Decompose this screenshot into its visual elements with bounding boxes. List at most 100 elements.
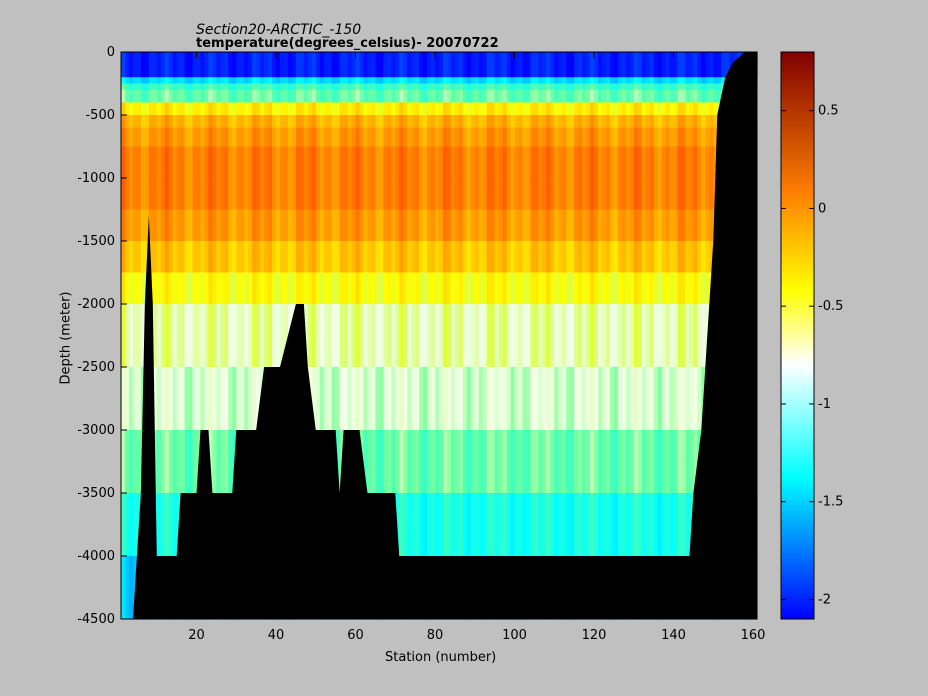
heatmap-cell	[542, 146, 547, 179]
heatmap-cell	[625, 241, 631, 274]
heatmap-cell	[216, 52, 221, 66]
heatmap-cell	[307, 89, 313, 103]
heatmap-cell	[458, 146, 464, 179]
x-axis-label: Station (number)	[385, 650, 497, 665]
heatmap-cell	[121, 127, 126, 148]
heatmap-cell	[697, 102, 702, 116]
heatmap-cell	[649, 272, 655, 305]
heatmap-cell	[212, 64, 217, 78]
chart-title: Section20-ARCTIC_-150	[196, 22, 362, 38]
heatmap-cell	[427, 52, 432, 66]
heatmap-cell	[280, 77, 285, 85]
heatmap-cell	[192, 146, 198, 179]
heatmap-cell	[542, 304, 547, 368]
heatmap-cell	[415, 367, 420, 431]
heatmap-cell	[439, 52, 444, 66]
heatmap-cell	[132, 272, 138, 305]
heatmap-cell	[423, 52, 428, 66]
heatmap-cell	[248, 83, 253, 91]
heatmap-cell	[315, 89, 321, 103]
heatmap-cell	[721, 77, 726, 85]
heatmap-cell	[582, 272, 587, 305]
heatmap-cell	[506, 304, 512, 368]
heatmap-cell	[411, 89, 416, 103]
heatmap-cell	[502, 83, 508, 91]
heatmap-cell	[280, 102, 285, 116]
heatmap-cell	[327, 272, 333, 305]
heatmap-cell	[164, 146, 170, 179]
heatmap-cell	[172, 127, 178, 148]
heatmap-cell	[574, 241, 579, 274]
heatmap-cell	[478, 272, 484, 305]
heatmap-cell	[200, 102, 206, 116]
heatmap-cell	[534, 102, 539, 116]
heatmap-cell	[232, 146, 237, 179]
chart-subtitle: temperature(degrees_celsius)- 20070722	[196, 36, 499, 51]
heatmap-cell	[526, 102, 532, 116]
heatmap-cell	[578, 102, 583, 116]
heatmap-cell	[657, 367, 663, 431]
heatmap-cell	[371, 52, 376, 66]
heatmap-cell	[347, 52, 353, 66]
heatmap-cell	[208, 64, 214, 78]
heatmap-cell	[343, 115, 349, 129]
heatmap-cell	[295, 102, 301, 116]
heatmap-cell	[327, 304, 333, 368]
heatmap-cell	[677, 127, 683, 148]
heatmap-cell	[407, 64, 412, 78]
heatmap-cell	[379, 209, 384, 242]
heatmap-cell	[522, 115, 528, 129]
heatmap-cell	[637, 493, 643, 557]
heatmap-cell	[291, 64, 297, 78]
heatmap-cell	[494, 241, 500, 274]
heatmap-cell	[701, 77, 706, 85]
heatmap-cell	[124, 115, 130, 129]
heatmap-cell	[268, 209, 273, 242]
heatmap-cell	[176, 83, 182, 91]
colorbar-tick-label: 0	[818, 201, 826, 216]
heatmap-cell	[538, 89, 543, 103]
heatmap-cell	[637, 83, 643, 91]
heatmap-cell	[522, 102, 528, 116]
heatmap-cell	[661, 127, 667, 148]
heatmap-cell	[625, 127, 631, 148]
heatmap-cell	[558, 83, 563, 91]
heatmap-cell	[613, 367, 619, 431]
heatmap-cell	[685, 102, 691, 116]
heatmap-cell	[558, 64, 563, 78]
heatmap-cell	[375, 367, 380, 431]
heatmap-cell	[339, 115, 345, 129]
heatmap-cell	[566, 241, 571, 274]
heatmap-cell	[486, 127, 492, 148]
heatmap-cell	[625, 272, 631, 305]
heatmap-cell	[232, 272, 237, 305]
heatmap-cell	[244, 178, 249, 211]
heatmap-cell	[208, 272, 214, 305]
heatmap-cell	[697, 209, 702, 242]
heatmap-cell	[502, 178, 508, 211]
heatmap-cell	[673, 64, 679, 78]
heatmap-cell	[264, 102, 269, 116]
heatmap-cell	[450, 272, 456, 305]
heatmap-cell	[276, 272, 281, 305]
heatmap-cell	[180, 89, 186, 103]
heatmap-cell	[319, 89, 325, 103]
heatmap-cell	[458, 367, 464, 431]
heatmap-cell	[395, 115, 400, 129]
heatmap-cell	[419, 64, 424, 78]
heatmap-cell	[518, 127, 524, 148]
heatmap-cell	[419, 127, 424, 148]
heatmap-cell	[514, 89, 520, 103]
heatmap-cell	[518, 430, 524, 494]
heatmap-cell	[403, 146, 408, 179]
heatmap-cell	[148, 102, 154, 116]
heatmap-cell	[641, 89, 647, 103]
heatmap-cell	[653, 64, 659, 78]
heatmap-cell	[562, 304, 567, 368]
heatmap-cell	[570, 115, 575, 129]
heatmap-cell	[184, 64, 190, 78]
heatmap-cell	[283, 83, 289, 91]
heatmap-cell	[252, 209, 257, 242]
heatmap-cell	[419, 102, 424, 116]
heatmap-cell	[514, 83, 520, 91]
